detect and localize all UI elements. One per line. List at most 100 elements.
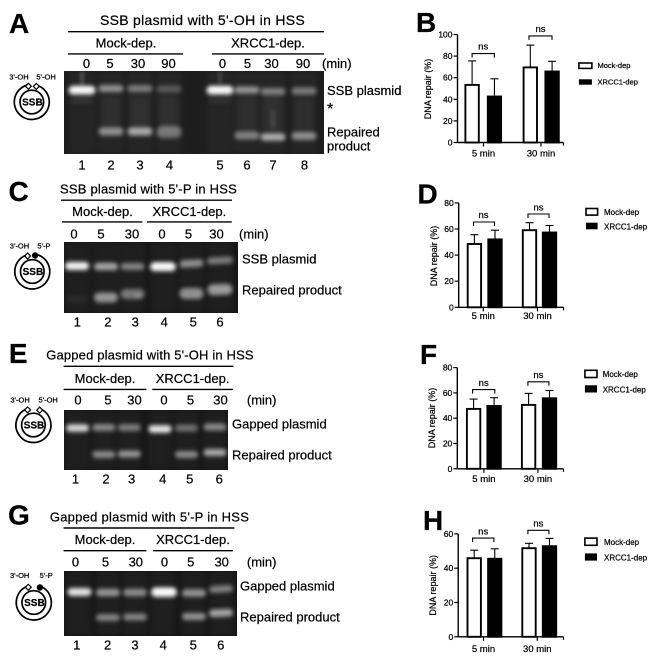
svg-text:5'-P: 5'-P (37, 242, 50, 251)
svg-text:SSB plasmid: SSB plasmid (327, 83, 401, 98)
svg-text:Gapped plasmid with 5'-OH in H: Gapped plasmid with 5'-OH in HSS (46, 348, 254, 363)
svg-text:5: 5 (190, 315, 197, 330)
svg-text:4: 4 (159, 472, 166, 487)
svg-text:DNA repair (%): DNA repair (%) (423, 59, 433, 120)
svg-text:60: 60 (444, 529, 454, 539)
svg-text:3: 3 (132, 315, 139, 330)
svg-text:DNA repair (%): DNA repair (%) (428, 555, 438, 616)
svg-text:Mock-dep: Mock-dep (604, 208, 640, 217)
svg-text:80: 80 (444, 198, 454, 208)
svg-text:80: 80 (443, 51, 453, 61)
svg-text:Repaired product: Repaired product (240, 610, 340, 625)
svg-text:5: 5 (186, 472, 193, 487)
svg-text:SSB plasmid with 5'-P in HSS: SSB plasmid with 5'-P in HSS (60, 181, 237, 196)
svg-text:ns: ns (479, 378, 489, 389)
svg-text:6: 6 (243, 158, 250, 173)
svg-text:SSB: SSB (24, 421, 45, 432)
svg-text:0: 0 (70, 227, 77, 242)
svg-text:XRCC1-dep.: XRCC1-dep. (156, 532, 230, 547)
svg-text:Mock-dep: Mock-dep (603, 370, 639, 379)
svg-text:0: 0 (449, 302, 454, 312)
svg-text:1: 1 (74, 315, 81, 330)
svg-text:XRCC1-dep.: XRCC1-dep. (153, 204, 227, 219)
svg-text:20: 20 (444, 598, 454, 608)
svg-text:A: A (9, 8, 29, 39)
svg-text:DNA repair (%): DNA repair (%) (427, 388, 437, 449)
svg-text:SSB: SSB (23, 267, 44, 278)
svg-text:F: F (420, 339, 437, 370)
svg-text:6: 6 (216, 315, 223, 330)
svg-text:30: 30 (209, 227, 223, 242)
svg-text:ns: ns (478, 210, 488, 221)
svg-text:0: 0 (74, 393, 81, 408)
svg-text:20: 20 (443, 116, 453, 126)
svg-text:3'-OH: 3'-OH (9, 73, 28, 82)
svg-text:1: 1 (72, 472, 79, 487)
svg-text:Mock-dep.: Mock-dep. (75, 532, 136, 547)
svg-text:20: 20 (443, 439, 453, 449)
svg-text:0: 0 (448, 632, 453, 642)
svg-text:40: 40 (444, 563, 454, 573)
svg-text:7: 7 (269, 158, 276, 173)
svg-text:30: 30 (213, 393, 227, 408)
svg-text:30: 30 (264, 56, 278, 71)
svg-text:Repaired product: Repaired product (242, 283, 342, 298)
svg-text:XRCC1-dep: XRCC1-dep (598, 77, 638, 86)
svg-text:60: 60 (443, 73, 453, 83)
svg-text:90: 90 (296, 56, 310, 71)
svg-text:6: 6 (217, 638, 224, 653)
svg-text:SSB plasmid: SSB plasmid (242, 251, 316, 266)
svg-text:XRCC1-dep.: XRCC1-dep. (231, 35, 305, 50)
svg-text:40: 40 (444, 250, 454, 260)
svg-text:2: 2 (104, 638, 111, 653)
svg-text:5 min: 5 min (472, 311, 495, 322)
svg-text:3: 3 (128, 472, 135, 487)
svg-text:product: product (327, 138, 371, 153)
svg-text:30 min: 30 min (527, 148, 556, 159)
svg-text:60: 60 (444, 224, 454, 234)
svg-text:0: 0 (72, 555, 79, 570)
svg-text:ns: ns (478, 42, 488, 53)
svg-text:Gapped plasmid with 5'-P in HS: Gapped plasmid with 5'-P in HSS (50, 509, 249, 524)
svg-text:5: 5 (187, 555, 194, 570)
svg-text:0: 0 (161, 555, 168, 570)
svg-text:80: 80 (443, 363, 453, 373)
svg-text:30: 30 (131, 56, 145, 71)
svg-text:B: B (416, 7, 436, 38)
svg-text:Mock-dep: Mock-dep (604, 538, 640, 547)
svg-text:3: 3 (136, 158, 143, 173)
svg-text:40: 40 (443, 94, 453, 104)
svg-text:Gapped plasmid: Gapped plasmid (240, 578, 335, 593)
svg-text:90: 90 (161, 56, 175, 71)
svg-text:ns: ns (533, 202, 543, 213)
svg-text:5: 5 (216, 158, 223, 173)
svg-text:5 min: 5 min (472, 148, 495, 159)
svg-text:30 min: 30 min (524, 474, 553, 485)
svg-text:5: 5 (244, 56, 251, 71)
svg-text:5'-OH: 5'-OH (36, 73, 55, 82)
svg-text:40: 40 (443, 413, 453, 423)
svg-text:100: 100 (438, 30, 452, 40)
svg-text:(min): (min) (247, 393, 277, 408)
svg-text:Repaired: Repaired (327, 124, 380, 139)
svg-text:0: 0 (160, 393, 167, 408)
svg-text:3'-OH: 3'-OH (10, 395, 29, 404)
svg-text:Gapped plasmid: Gapped plasmid (232, 416, 327, 431)
svg-text:Mock-dep: Mock-dep (598, 61, 631, 70)
svg-text:XRCC1-dep: XRCC1-dep (604, 222, 648, 231)
svg-text:4: 4 (166, 158, 173, 173)
svg-text:E: E (9, 338, 28, 369)
svg-text:30: 30 (129, 555, 143, 570)
svg-text:3'-OH: 3'-OH (10, 242, 29, 251)
svg-text:D: D (418, 178, 438, 209)
svg-text:5: 5 (190, 638, 197, 653)
svg-text:20: 20 (444, 276, 454, 286)
svg-text:3: 3 (131, 638, 138, 653)
svg-text:Mock-dep.: Mock-dep. (75, 371, 136, 386)
svg-text:5: 5 (185, 227, 192, 242)
svg-text:2: 2 (102, 472, 109, 487)
svg-text:C: C (9, 176, 29, 207)
svg-text:XRCC1-dep: XRCC1-dep (604, 554, 648, 563)
svg-text:5: 5 (102, 555, 109, 570)
svg-text:0: 0 (448, 464, 453, 474)
